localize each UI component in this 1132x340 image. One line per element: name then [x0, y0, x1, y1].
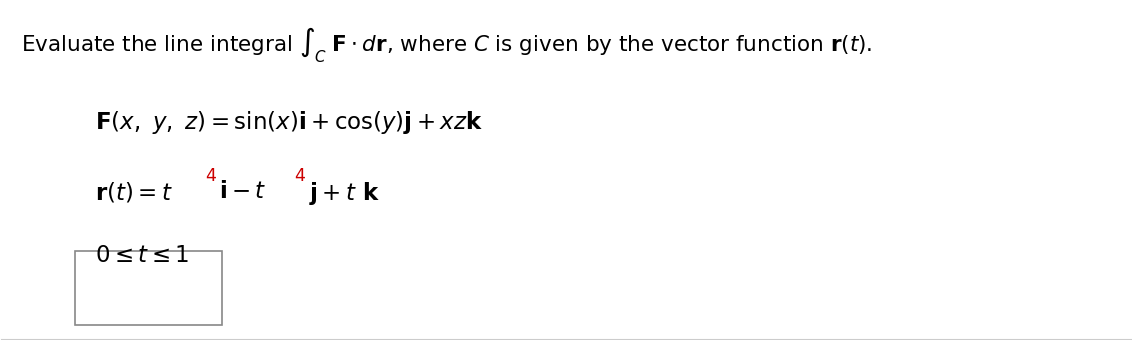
Text: $4$: $4$ — [205, 167, 216, 185]
FancyBboxPatch shape — [75, 251, 222, 325]
Text: Evaluate the line integral $\int_C$ $\mathbf{F} \cdot d\mathbf{r}$, where $C$ is: Evaluate the line integral $\int_C$ $\ma… — [20, 25, 872, 65]
Text: $\mathbf{F}(x,\ y,\ z) = \sin(x)\mathbf{i} + \cos(y)\mathbf{j} + xz\mathbf{k}$: $\mathbf{F}(x,\ y,\ z) = \sin(x)\mathbf{… — [95, 109, 483, 136]
Text: $\mathbf{j} + t\ \mathbf{k}$: $\mathbf{j} + t\ \mathbf{k}$ — [309, 180, 379, 207]
Text: $4$: $4$ — [294, 167, 306, 185]
Text: $\mathbf{r}(t) = t$: $\mathbf{r}(t) = t$ — [95, 180, 173, 204]
Text: $\mathbf{i} - t$: $\mathbf{i} - t$ — [220, 180, 267, 203]
Text: $0 \leq t \leq 1$: $0 \leq t \leq 1$ — [95, 244, 189, 267]
